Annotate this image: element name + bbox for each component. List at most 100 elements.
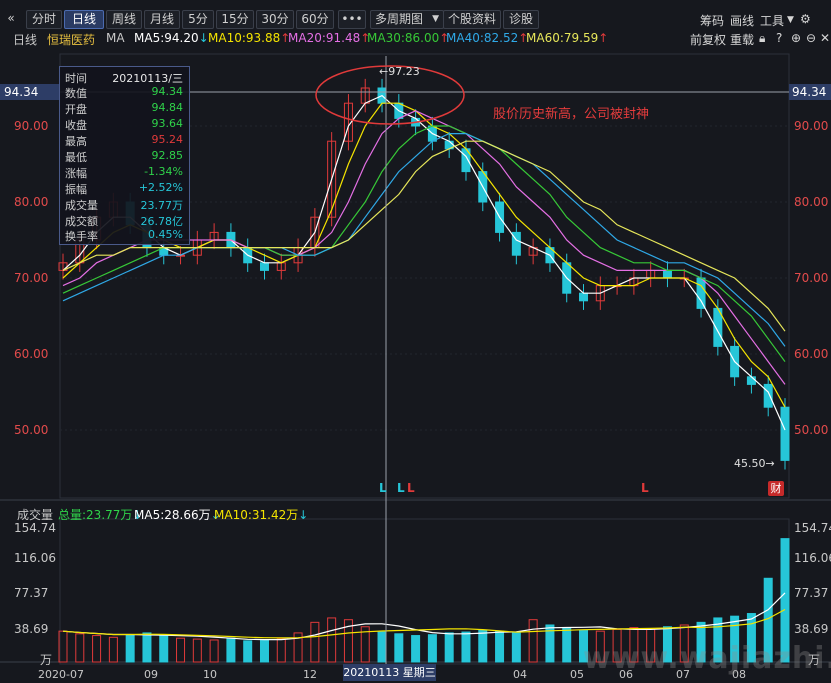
zoom-in-icon[interactable]: ⊕: [791, 31, 802, 45]
volume-bar: [75, 633, 85, 663]
chevron-down-icon: ▼: [432, 14, 439, 24]
volume-bar: [243, 640, 253, 663]
candle-body: [176, 254, 186, 257]
diagnose-button[interactable]: 诊股: [503, 10, 539, 29]
stock-profile-button[interactable]: 个股资料: [443, 10, 501, 29]
volume-bar: [377, 631, 387, 663]
event-marker[interactable]: L: [397, 481, 405, 495]
candle-body: [427, 125, 437, 142]
volume-bar: [108, 636, 118, 663]
volume-total: 总量:23.77万↓: [58, 508, 143, 522]
collapse-icon[interactable]: «: [7, 11, 15, 25]
tools-chevron-icon[interactable]: ▼: [787, 15, 794, 25]
multi-period-dropdown[interactable]: 多周期图 ▼: [370, 10, 444, 29]
candle-body: [579, 292, 589, 302]
volume-bar: [276, 638, 286, 663]
candle-body: [293, 247, 303, 264]
annotation-text: 股价历史新高，公司被封神: [493, 107, 650, 122]
info-value: 26.78亿: [140, 215, 184, 228]
candle-body: [377, 87, 387, 104]
watermark: www.wajiazhi.com: [583, 641, 831, 676]
volume-tick-right: 38.69: [794, 622, 829, 636]
price-tick-left: 70.00: [14, 271, 49, 285]
candle-body: [495, 201, 505, 233]
info-value: 23.77万: [140, 199, 184, 212]
settings-gear-icon[interactable]: ⚙: [800, 12, 811, 26]
event-marker[interactable]: L: [379, 481, 387, 495]
tools-button[interactable]: 工具: [760, 14, 785, 28]
financial-badge[interactable]: 财: [768, 481, 784, 496]
price-tick-right: 70.00: [794, 271, 829, 285]
info-key: 最低: [65, 151, 87, 164]
cursor-price-right: 94.34: [789, 84, 831, 100]
candle-body: [243, 247, 253, 264]
volume-bar: [495, 630, 505, 663]
cursor-price-left: 94.34: [0, 84, 60, 100]
chips-button[interactable]: 筹码: [700, 14, 725, 28]
tab-5min[interactable]: 5分: [182, 10, 214, 29]
volume-bar: [461, 631, 471, 663]
help-icon[interactable]: ?: [776, 31, 783, 45]
more-periods-button[interactable]: •••: [338, 10, 366, 29]
tab-60min[interactable]: 60分: [296, 10, 334, 29]
volume-legend: 成交量 总量:23.77万↓ MA5:28.66万↓ MA10:31.42万↓: [0, 506, 831, 522]
volume-ma10: MA10:31.42万↓: [214, 508, 309, 522]
candle-body: [780, 406, 790, 461]
volume-bar: [125, 634, 135, 663]
info-key: 换手率: [65, 230, 98, 243]
reload-button[interactable]: 重载: [730, 33, 755, 47]
candle-body: [310, 216, 320, 249]
tab-monthly[interactable]: 月线: [144, 10, 180, 29]
volume-bar: [58, 630, 68, 663]
x-tick: 08: [732, 668, 746, 681]
ma40-value: MA40:82.52↑: [446, 31, 529, 45]
volume-bar: [427, 634, 437, 663]
multi-period-label: 多周期图: [375, 12, 424, 26]
candle-body: [343, 102, 353, 142]
candle-body: [444, 140, 454, 150]
zoom-out-icon[interactable]: ⊖: [806, 31, 817, 45]
low-price-label: 45.50→: [734, 457, 775, 470]
tab-30min[interactable]: 30分: [256, 10, 294, 29]
candle-body: [696, 277, 706, 309]
volume-bar: [209, 639, 219, 663]
volume-bar: [92, 635, 102, 663]
price-tick-right: 60.00: [794, 347, 829, 361]
candle-body: [629, 277, 639, 287]
tab-daily[interactable]: 日线: [64, 10, 104, 29]
tab-15min[interactable]: 15分: [216, 10, 254, 29]
x-tick: 04: [513, 668, 527, 681]
event-marker[interactable]: L: [641, 481, 649, 495]
candle-body: [159, 247, 169, 256]
candle-body: [394, 102, 404, 119]
candle-body: [511, 231, 521, 256]
info-value: -1.34%: [144, 165, 183, 178]
volume-bar: [159, 635, 169, 663]
candle-body: [713, 307, 723, 347]
tab-intraday[interactable]: 分时: [26, 10, 62, 29]
event-marker[interactable]: L: [407, 481, 415, 495]
ma-legend: 日线 恒瑞医药 MA MA5:94.20↓ MA10:93.88↑ MA20:9…: [0, 31, 831, 47]
volume-bar: [478, 629, 488, 663]
tab-weekly[interactable]: 周线: [106, 10, 142, 29]
candle-body: [646, 269, 656, 279]
x-tick: 05: [570, 668, 584, 681]
ma5-value: MA5:94.20↓: [134, 31, 209, 45]
volume-bar: [310, 621, 320, 663]
candle-body: [360, 87, 370, 104]
volume-bar: [343, 619, 353, 663]
volume-tick-left: 38.69: [14, 622, 49, 636]
x-tick: 2020-07: [38, 668, 84, 681]
ma-label: MA: [106, 31, 125, 45]
volume-unit: 万: [40, 653, 53, 667]
x-tick: 10: [203, 668, 217, 681]
candle-body: [679, 277, 689, 280]
lock-icon[interactable]: 🔒︎: [759, 31, 766, 45]
volume-bar: [259, 639, 269, 663]
volume-tick-right: 154.74: [794, 521, 831, 535]
forward-adjust-button[interactable]: 前复权: [690, 33, 727, 47]
close-icon[interactable]: ✕: [820, 31, 831, 45]
draw-line-button[interactable]: 画线: [730, 14, 755, 28]
candle-body: [58, 262, 68, 271]
info-value: 94.34: [151, 85, 184, 98]
